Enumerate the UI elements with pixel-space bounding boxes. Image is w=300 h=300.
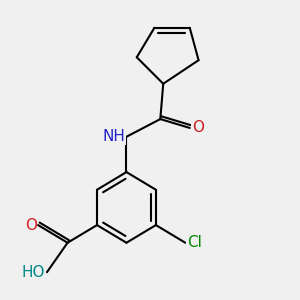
Text: HO: HO	[22, 265, 46, 280]
Text: Cl: Cl	[187, 235, 202, 250]
Text: NH: NH	[102, 129, 125, 144]
Text: O: O	[192, 120, 204, 135]
Text: O: O	[25, 218, 37, 232]
